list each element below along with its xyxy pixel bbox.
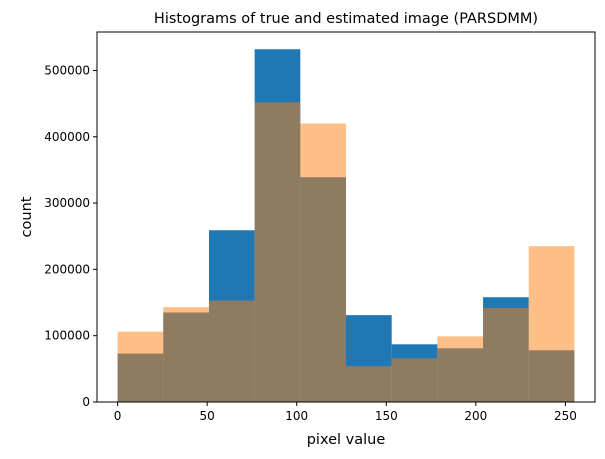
y-tick-label: 100000 [44,329,90,343]
x-tick-label: 0 [114,409,122,423]
x-tick-label: 50 [200,409,215,423]
histogram-bar-series2-bin6 [346,366,392,402]
plot-frame [96,31,596,403]
y-axis-label: count [19,196,35,237]
y-axis: 0 100000 200000 300000 400000 500000 [44,63,97,409]
histogram-bar-series2-bin8 [437,336,484,402]
x-axis-label: pixel value [307,432,386,448]
x-axis: 0 50 100 150 200 250 [114,402,577,423]
y-tick-label: 0 [82,395,90,409]
x-tick-label: 150 [375,409,398,423]
histogram-bar-series2-bin3 [208,300,255,402]
histogram-bar-series2-bin5 [300,123,346,403]
y-tick-label: 300000 [44,196,90,210]
chart-title: Histograms of true and estimated image (… [154,11,538,27]
histogram-bar-series2-bin10 [528,246,575,402]
x-tick-label: 200 [464,409,487,423]
y-tick-label: 200000 [44,262,90,276]
bars-group [117,49,575,403]
histogram-bar-series2-bin1 [117,331,164,402]
x-tick-label: 100 [285,409,308,423]
y-tick-label: 500000 [44,63,90,77]
histogram-bar-series2-bin7 [391,358,438,402]
histogram-bar-series2-bin9 [483,307,529,402]
histogram-bar-series2-bin2 [163,307,209,402]
y-tick-label: 400000 [44,130,90,144]
x-tick-label: 250 [554,409,577,423]
histogram-bar-series2-bin4 [254,102,301,402]
